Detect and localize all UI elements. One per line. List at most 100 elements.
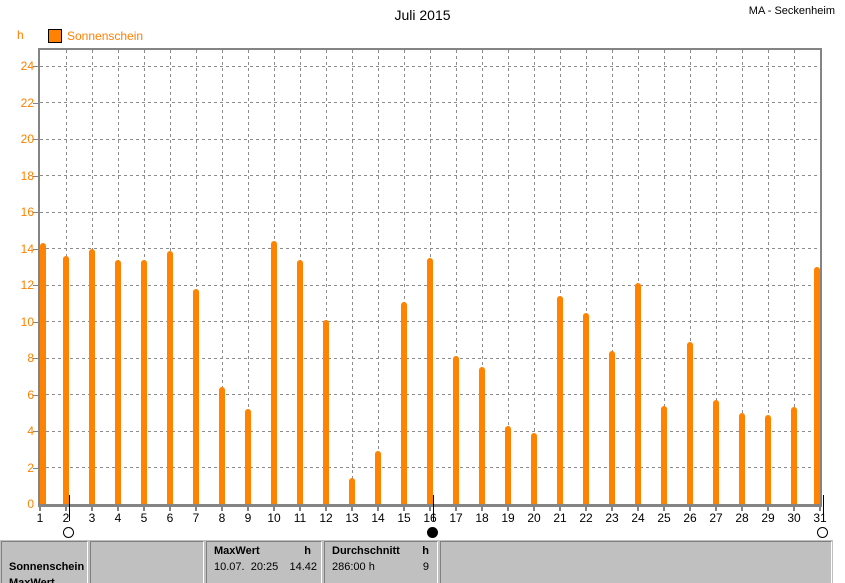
bar-day-12[interactable] <box>323 320 329 504</box>
gridline-v-day-25 <box>664 50 665 504</box>
bar-day-14[interactable] <box>375 451 381 504</box>
bar-day-20[interactable] <box>531 433 537 504</box>
y-tick-label-12: 12 <box>20 278 34 293</box>
bar-day-18[interactable] <box>479 367 485 504</box>
gridline-v-day-20 <box>534 50 535 504</box>
bar-day-2[interactable] <box>63 256 69 504</box>
bar-day-10[interactable] <box>271 241 277 504</box>
gridline-v-day-8 <box>222 50 223 504</box>
x-tick-label-day-31: 31 <box>813 511 827 525</box>
page-title: Juli 2015 <box>394 7 451 23</box>
bar-day-17[interactable] <box>453 356 459 504</box>
bar-day-3[interactable] <box>89 249 95 504</box>
x-tick-mark-day-4 <box>117 507 119 511</box>
gridline-v-day-14 <box>378 50 379 504</box>
bar-day-13[interactable] <box>349 478 355 504</box>
bar-day-9[interactable] <box>245 409 251 504</box>
legend-label: Sonnenschein <box>67 29 144 43</box>
bar-day-7[interactable] <box>193 289 199 504</box>
bar-day-30[interactable] <box>791 407 797 504</box>
durchschnitt-title: Durchschnitt <box>332 545 400 557</box>
gridline-v-day-18 <box>482 50 483 504</box>
y-tick-mark-18 <box>33 175 38 177</box>
bar-day-21[interactable] <box>557 296 563 504</box>
bar-day-24[interactable] <box>635 283 641 504</box>
x-tick-label-day-21: 21 <box>553 511 567 525</box>
gridline-v-day-28 <box>742 50 743 504</box>
x-tick-mark-day-2 <box>65 507 67 511</box>
y-tick-label-0: 0 <box>27 497 34 511</box>
statusbar-panel-empty-2 <box>440 541 832 583</box>
x-tick-label-day-9: 9 <box>244 511 252 525</box>
x-tick-mark-day-16 <box>429 507 431 511</box>
maxwert-title: MaxWert <box>214 545 260 557</box>
x-tick-label-day-6: 6 <box>166 511 174 525</box>
y-tick-mark-4 <box>33 431 38 433</box>
bar-day-26[interactable] <box>687 342 693 504</box>
x-tick-label-day-18: 18 <box>475 511 489 525</box>
x-tick-mark-day-13 <box>351 507 353 511</box>
bar-day-15[interactable] <box>401 302 407 504</box>
gridline-v-day-23 <box>612 50 613 504</box>
statusbar-panel-series: Sonnenschein MaxWert <box>1 541 88 583</box>
statusbar-panel-maxwert: MaxWert h 10.07. 20:25 14.42 <box>206 541 322 583</box>
x-tick-mark-day-9 <box>247 507 249 511</box>
y-tick-label-18: 18 <box>20 168 34 183</box>
gridline-v-day-9 <box>248 50 249 504</box>
gridline-v-day-15 <box>404 50 405 504</box>
y-tick-label-20: 20 <box>20 132 34 147</box>
statusbar-series-label-2: MaxWert <box>9 577 55 583</box>
gridline-v-day-21 <box>560 50 561 504</box>
bar-day-28[interactable] <box>739 413 745 504</box>
x-tick-label-day-3: 3 <box>88 511 96 525</box>
x-tick-label-day-27: 27 <box>709 511 723 525</box>
x-tick-mark-day-11 <box>299 507 301 511</box>
y-tick-label-22: 22 <box>20 95 34 110</box>
bar-day-16[interactable] <box>427 258 433 504</box>
x-tick-label-day-15: 15 <box>397 511 411 525</box>
y-tick-label-8: 8 <box>27 351 34 366</box>
x-tick-label-day-28: 28 <box>735 511 749 525</box>
x-tick-label-day-16: 16 <box>423 511 437 525</box>
y-tick-label-14: 14 <box>20 241 34 256</box>
statusbar: Sonnenschein MaxWert MaxWert h 10.07. 20… <box>0 540 833 583</box>
bar-day-8[interactable] <box>219 387 225 504</box>
durchschnitt-unit: h <box>422 545 429 557</box>
bar-day-19[interactable] <box>505 426 511 504</box>
bar-day-27[interactable] <box>713 400 719 504</box>
bar-day-6[interactable] <box>167 251 173 504</box>
durchschnitt-value: 9 <box>422 561 429 573</box>
x-tick-mark-day-15 <box>403 507 405 511</box>
bar-day-4[interactable] <box>115 260 121 504</box>
moon-tick-day-2 <box>69 495 70 521</box>
full-moon-icon <box>817 527 828 538</box>
x-tick-label-day-5: 5 <box>140 511 148 525</box>
bar-day-1[interactable] <box>40 243 46 504</box>
y-tick-mark-14 <box>33 248 38 250</box>
full-moon-icon <box>63 527 74 538</box>
x-tick-label-day-24: 24 <box>631 511 645 525</box>
x-tick-label-day-11: 11 <box>293 511 307 525</box>
x-tick-label-day-12: 12 <box>319 511 333 525</box>
gridline-v-day-26 <box>690 50 691 504</box>
bar-day-25[interactable] <box>661 406 667 504</box>
bar-day-31[interactable] <box>814 267 820 504</box>
statusbar-series-label: Sonnenschein <box>9 561 85 573</box>
bar-day-11[interactable] <box>297 260 303 504</box>
x-tick-label-day-14: 14 <box>371 511 385 525</box>
x-tick-mark-day-24 <box>637 507 639 511</box>
bar-day-22[interactable] <box>583 313 589 504</box>
bar-day-5[interactable] <box>141 260 147 504</box>
x-tick-mark-day-29 <box>767 507 769 511</box>
y-tick-mark-22 <box>33 102 38 104</box>
bar-day-29[interactable] <box>765 415 771 504</box>
moon-tick-day-16 <box>433 495 434 521</box>
legend: Sonnenschein <box>48 29 143 43</box>
bar-day-23[interactable] <box>609 351 615 504</box>
y-tick-mark-2 <box>33 467 38 469</box>
x-tick-label-day-25: 25 <box>657 511 671 525</box>
durchschnitt-sum: 286:00 h <box>332 561 375 573</box>
station-label: MA - Seckenheim <box>748 5 835 17</box>
maxwert-datetime: 10.07. 20:25 <box>214 561 279 573</box>
